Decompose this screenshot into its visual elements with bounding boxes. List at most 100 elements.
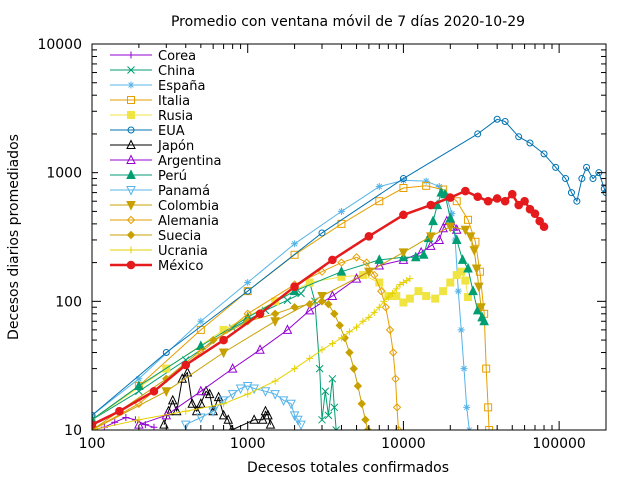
legend-label-corea: Corea [158, 49, 196, 64]
legend-marker-alemania [126, 215, 136, 225]
data-point-ucrania-11 [345, 328, 353, 336]
legend-marker-corea [127, 51, 135, 59]
legend-entry-alemania: Alemania [110, 214, 219, 229]
data-point-argentina-8 [351, 273, 362, 283]
legend-label-japon: Japón [157, 139, 194, 154]
data-point-colombia-14 [476, 303, 486, 313]
legend-marker-rusia [127, 111, 135, 119]
data-point-corea-2 [111, 418, 119, 426]
data-point-espana-4 [291, 240, 299, 248]
data-point-espana-7 [399, 176, 407, 184]
data-point-italia-10 [452, 197, 461, 206]
data-point-panama-13 [293, 415, 303, 426]
data-point-eua-2 [244, 287, 252, 295]
data-point-peru-1 [134, 380, 144, 390]
data-point-alemania-13 [389, 348, 398, 357]
data-point-mexico-3 [181, 360, 191, 370]
chart-title: Promedio con ventana móvil de 7 días 202… [171, 14, 525, 30]
data-point-ucrania-18 [384, 293, 392, 301]
data-point-alemania-14 [391, 374, 400, 384]
data-point-panama-1 [196, 413, 206, 424]
data-point-argentina-14 [438, 222, 448, 233]
legend-label-italia: Italia [158, 94, 190, 109]
data-point-colombia-1 [161, 387, 172, 397]
legend-entry-italia: Italia [110, 94, 190, 109]
data-point-colombia-11 [469, 246, 480, 256]
data-point-japon-10 [204, 388, 215, 399]
data-point-colombia-4 [317, 292, 327, 302]
data-point-mexico-2 [149, 386, 159, 396]
data-point-italia-17 [485, 426, 494, 430]
data-point-ucrania-9 [328, 340, 336, 348]
data-point-mexico-11 [445, 193, 455, 202]
legend-marker-colombia [126, 201, 136, 211]
data-point-panama-5 [235, 384, 246, 395]
legend-marker-argentina [126, 154, 136, 164]
data-point-mexico-23 [539, 222, 549, 232]
data-point-espana-1 [135, 375, 143, 383]
data-point-alemania-12 [385, 325, 395, 335]
data-point-rusia-20 [464, 293, 473, 302]
legend-marker-suecia [126, 230, 136, 240]
data-point-alemania-6 [337, 258, 346, 267]
data-point-panama-4 [227, 390, 238, 400]
series-line-suecia [92, 300, 369, 430]
legend-entry-eua: EUA [110, 124, 185, 139]
data-point-alemania-15 [392, 403, 402, 412]
data-point-mexico-21 [530, 209, 540, 218]
data-point-alemania-9 [370, 270, 379, 280]
x-tick-label: 1000 [230, 436, 266, 452]
data-point-espana-13 [454, 287, 462, 295]
data-point-colombia-8 [445, 222, 456, 233]
data-point-eua-7 [501, 117, 509, 125]
data-point-argentina-4 [255, 344, 265, 354]
data-point-italia-7 [399, 184, 408, 193]
data-point-mexico-22 [535, 216, 544, 226]
data-point-japon-8 [196, 398, 206, 408]
data-point-eua-5 [474, 130, 482, 138]
legend-label-rusia: Rusia [158, 109, 193, 124]
data-point-rusia-15 [439, 287, 448, 296]
data-point-argentina-12 [426, 240, 436, 250]
data-point-ucrania-1 [135, 416, 143, 424]
data-point-japon-4 [177, 373, 188, 383]
data-point-panama-6 [242, 381, 253, 392]
data-point-ucrania-7 [306, 354, 314, 362]
series-panama [180, 381, 306, 430]
data-point-colombia-2 [218, 348, 229, 359]
data-point-china-15 [332, 426, 341, 430]
data-point-rusia-13 [422, 292, 431, 301]
data-point-rusia-19 [461, 276, 470, 285]
legend-entry-suecia: Suecia [110, 229, 201, 244]
data-point-eua-13 [567, 189, 575, 197]
data-point-corea-3 [122, 414, 130, 422]
data-point-ucrania-5 [271, 377, 279, 385]
series-eua [92, 115, 606, 419]
data-point-alemania-7 [352, 253, 361, 262]
data-point-eua-11 [552, 163, 560, 171]
data-point-alemania-8 [362, 258, 371, 267]
y-axis-label: Decesos diarios promediados [6, 134, 22, 340]
data-point-italia-11 [464, 215, 473, 224]
data-point-colombia-13 [474, 282, 484, 293]
data-point-peru-8 [410, 251, 421, 262]
y-tick-label: 1000 [46, 166, 82, 182]
data-point-suecia-7 [317, 297, 327, 306]
data-point-japon-14 [223, 414, 234, 424]
legend-label-china: China [158, 64, 195, 79]
data-point-eua-15 [578, 175, 586, 183]
data-point-mexico-17 [507, 189, 517, 199]
data-point-eua-0 [92, 411, 96, 419]
data-point-ucrania-24 [406, 275, 414, 283]
data-point-italia-15 [482, 364, 491, 373]
data-point-suecia-12 [345, 348, 354, 357]
data-point-argentina-5 [282, 324, 293, 334]
legend-label-ucrania: Ucrania [158, 244, 208, 259]
data-point-eua-19 [600, 185, 606, 193]
data-point-peru-17 [457, 254, 468, 264]
legend-entry-peru: Perú [110, 169, 187, 184]
data-point-japon-18 [260, 405, 271, 416]
data-point-japon-0 [159, 419, 169, 429]
legend: CoreaChinaEspañaItaliaRusiaEUAJapónArgen… [98, 48, 221, 276]
